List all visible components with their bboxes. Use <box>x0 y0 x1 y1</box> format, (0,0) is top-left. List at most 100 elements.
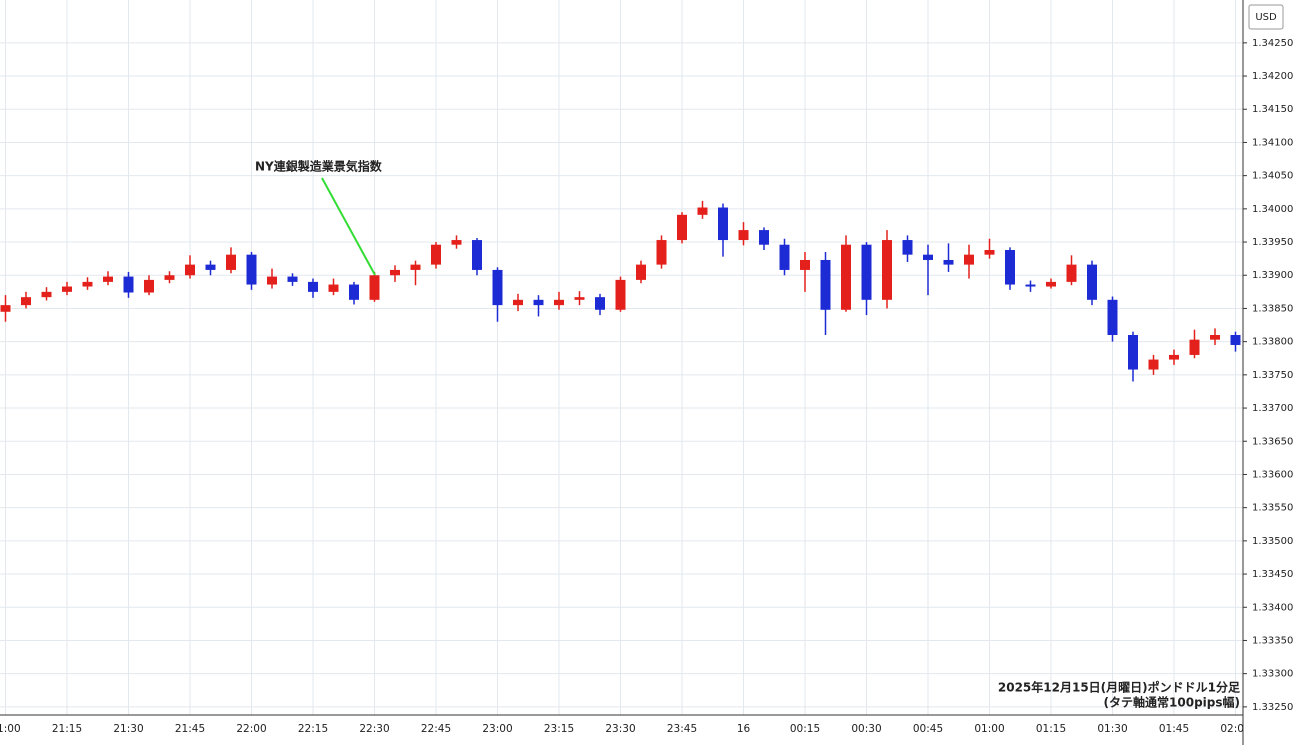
candle-body <box>820 259 831 310</box>
grid <box>0 0 1243 715</box>
y-tick-label: 1.33850 <box>1252 303 1293 314</box>
candle-body <box>841 244 851 310</box>
candle-body <box>123 276 134 293</box>
y-tick-label: 1.33300 <box>1252 669 1293 680</box>
y-tick-label: 1.33900 <box>1252 270 1293 281</box>
candle-body <box>718 207 728 241</box>
candle-body <box>861 244 872 300</box>
candle-body <box>431 244 441 265</box>
y-tick-label: 1.33400 <box>1252 602 1293 613</box>
x-tick-label: 01:30 <box>1097 723 1127 735</box>
x-tick-label: 21:00 <box>0 723 21 735</box>
x-tick-label: 02:00 <box>1220 723 1250 735</box>
candle-body <box>0 305 11 312</box>
unit-box <box>1248 4 1284 30</box>
candle-body <box>308 281 318 292</box>
y-tick-label: 1.33350 <box>1252 635 1293 646</box>
candle-body <box>1107 299 1118 336</box>
x-tick-label: 16 <box>737 723 751 735</box>
x-tick-label: 22:45 <box>421 723 451 735</box>
candle-body <box>984 250 995 255</box>
y-axis: 1.34250 1.34200 1.34150 1.34100 1.34050 1.340… <box>1243 38 1293 713</box>
candle-body <box>267 276 277 285</box>
candle-body <box>943 259 954 265</box>
annotation-arrow <box>321 177 376 276</box>
x-tick-label: 00:15 <box>790 723 820 735</box>
x-tick-label: 21:15 <box>52 723 82 735</box>
candle-body <box>554 299 564 306</box>
candle-body <box>1005 250 1015 285</box>
candle-body <box>759 230 769 245</box>
y-tick-label: 1.34100 <box>1252 137 1293 148</box>
candle-body <box>82 281 93 287</box>
y-tick-label: 1.33250 <box>1252 702 1293 713</box>
candle-body <box>923 254 933 260</box>
unit: USD <box>1255 12 1277 23</box>
candle-body <box>492 269 503 306</box>
y-tick-label: 1.33550 <box>1252 503 1293 514</box>
candle-body <box>410 264 421 270</box>
candle-body <box>1066 264 1077 282</box>
candle-body <box>882 240 892 300</box>
candle-body <box>1148 359 1159 370</box>
x-tick-label: 23:30 <box>605 723 635 735</box>
note: (タテ軸通常100pips幅) <box>1104 695 1240 710</box>
x-tick-label: 23:45 <box>667 723 697 735</box>
note: 2025年12月15日(月曜日)ポンドドル1分足 <box>998 680 1240 695</box>
y-tick-label: 1.34250 <box>1252 38 1293 49</box>
candle-body <box>697 207 708 215</box>
candle-body <box>41 291 52 298</box>
candle-body <box>1025 284 1036 287</box>
y-tick-label: 1.34150 <box>1252 104 1293 115</box>
candle-body <box>1087 264 1097 300</box>
candle-body <box>574 297 585 300</box>
candle-body <box>21 297 31 306</box>
candle-body <box>103 276 113 282</box>
candle-body <box>226 254 236 270</box>
candle-body <box>246 254 257 285</box>
x-tick-label: 22:00 <box>236 723 266 735</box>
candle-body <box>1128 335 1138 370</box>
x-tick-label: 23:15 <box>544 723 574 735</box>
candle-body <box>738 230 749 241</box>
x-axis: 21:00 21:15 21:30 21:45 22:00 22:15 22:30 22:45… <box>0 723 1250 735</box>
candle-body <box>164 275 175 280</box>
candle-body <box>144 279 154 293</box>
y-tick-label: 1.33500 <box>1252 536 1293 547</box>
x-tick-label: 00:30 <box>851 723 881 735</box>
candle-body <box>1189 339 1200 355</box>
x-tick-label: 23:00 <box>482 723 512 735</box>
candle-body <box>636 264 646 280</box>
y-tick-label: 1.33750 <box>1252 370 1293 381</box>
candles <box>0 200 1241 382</box>
candle-body <box>369 275 380 300</box>
candle-body <box>677 214 687 241</box>
x-tick-label: 22:15 <box>298 723 328 735</box>
candle-body <box>185 264 195 276</box>
y-tick-label: 1.34200 <box>1252 71 1293 82</box>
y-tick-label: 1.34050 <box>1252 171 1293 182</box>
candle-body <box>800 259 810 270</box>
y-tick-label: 1.33450 <box>1252 569 1293 580</box>
candle-body <box>62 286 72 292</box>
y-tick-label: 1.33800 <box>1252 337 1293 348</box>
x-tick-label: 21:30 <box>113 723 143 735</box>
y-tick-label: 1.34000 <box>1252 204 1293 215</box>
y-tick-label: 1.33950 <box>1252 237 1293 248</box>
candle-body <box>1210 335 1220 340</box>
y-tick-label: 1.33650 <box>1252 436 1293 447</box>
x-tick-label: 21:45 <box>175 723 205 735</box>
candle-body <box>595 297 605 310</box>
x-tick-label: 00:45 <box>913 723 943 735</box>
candle-body <box>328 284 339 292</box>
x-tick-label: 01:45 <box>1159 723 1189 735</box>
candle-body <box>513 299 523 306</box>
candle-body <box>964 254 974 265</box>
candle-body <box>451 240 462 245</box>
x-tick-label: 22:30 <box>359 723 389 735</box>
annotation: NY連銀製造業景気指数 <box>255 159 383 174</box>
y-tick-label: 1.33700 <box>1252 403 1293 414</box>
candle-body <box>287 276 298 282</box>
candle-body <box>1230 335 1241 345</box>
